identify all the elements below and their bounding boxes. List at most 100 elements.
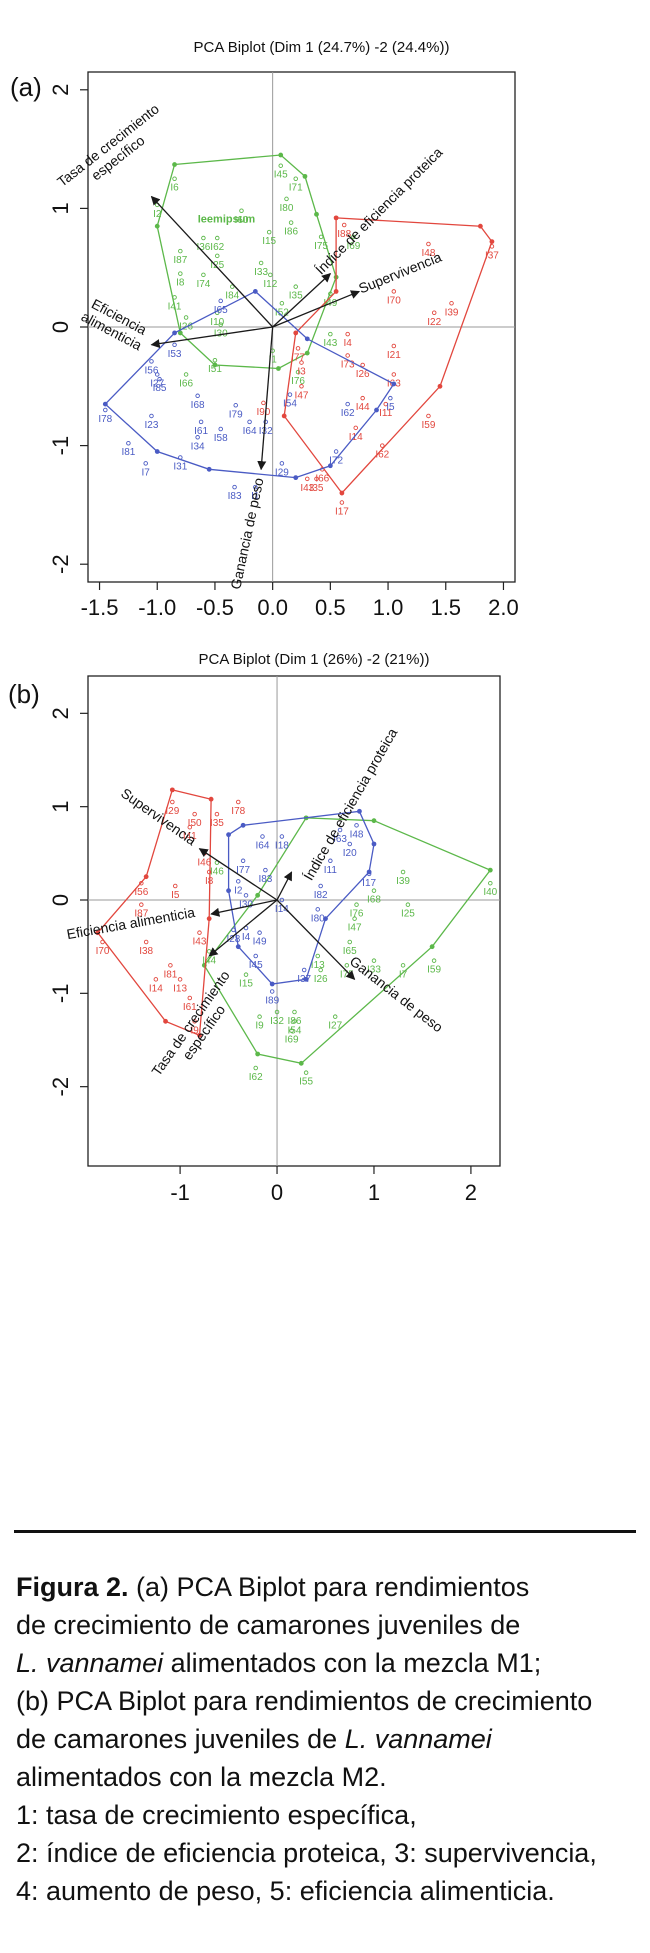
- data-point-green: [371, 958, 377, 963]
- data-point-red: [187, 995, 193, 1001]
- x-tick-label: 1: [368, 1180, 380, 1205]
- data-point-green: [288, 220, 294, 225]
- data-point-green: [206, 949, 212, 954]
- hull-vertex-blue: [102, 401, 108, 407]
- point-label-blue: I48: [350, 829, 364, 840]
- data-point-green: [183, 372, 189, 377]
- y-tick-label: 2: [48, 84, 73, 96]
- x-tick-label: -1.5: [81, 595, 119, 620]
- point-label-green: I76: [291, 376, 305, 387]
- point-label-red: I4: [343, 338, 352, 349]
- data-point-red: [100, 939, 105, 945]
- figure-canvas: PCA Biplot (Dim 1 (24.7%) -2 (24.4%)) (a)…: [8, 39, 519, 1205]
- data-point-blue: [240, 858, 246, 864]
- point-label-blue: I17: [362, 878, 376, 889]
- data-point-blue: [195, 393, 200, 399]
- loading-arrow: [276, 871, 293, 901]
- data-point-blue: [279, 461, 285, 466]
- point-label-blue: I80: [311, 913, 325, 924]
- data-point-blue: [279, 834, 285, 839]
- point-label-green: I43: [323, 338, 337, 349]
- loading-arrow: [272, 273, 332, 328]
- data-point-blue: [263, 867, 268, 873]
- chart-title: PCA Biplot (Dim 1 (24.7%) -2 (24.4%)): [194, 39, 450, 56]
- point-label-green: I55: [299, 1077, 313, 1088]
- data-point-blue: [333, 449, 339, 454]
- point-label-green: I65: [343, 946, 357, 957]
- arrow-label: Eficiencia alimenticia: [65, 904, 196, 942]
- point-label-red: I39: [445, 307, 459, 318]
- data-point-blue: [103, 407, 108, 413]
- point-label-green: I52: [275, 307, 289, 318]
- hull-vertex-blue: [226, 832, 231, 838]
- point-label-blue: I82: [314, 890, 328, 901]
- data-point-green: [253, 1065, 258, 1071]
- point-label-blue: I28: [226, 934, 240, 945]
- data-point-red: [299, 360, 304, 365]
- point-label-green: I13: [311, 960, 325, 971]
- data-point-red: [360, 362, 365, 368]
- data-point-blue: [388, 395, 393, 401]
- point-label-red: I50: [188, 818, 202, 829]
- data-point-red: [489, 244, 495, 249]
- point-label-green: I40: [483, 887, 497, 898]
- hull-vertex-red: [293, 330, 299, 336]
- data-point-red: [168, 963, 173, 968]
- data-point-red: [380, 443, 385, 448]
- point-label-blue: I77: [236, 865, 250, 876]
- data-point-green: [315, 953, 321, 959]
- data-point-green: [284, 196, 289, 202]
- caption-line-3: L. vannamei alimentados con la mezcla M1…: [16, 1648, 542, 1678]
- data-point-green: [371, 888, 377, 893]
- data-point-green: [318, 234, 324, 240]
- data-point-blue: [287, 392, 293, 397]
- point-label-red: I46: [197, 857, 211, 868]
- point-label-green: I46: [210, 867, 224, 878]
- hull-vertex-blue: [235, 944, 241, 950]
- data-point-blue: [318, 883, 323, 889]
- data-point-blue: [366, 871, 372, 877]
- data-point-red: [236, 799, 241, 805]
- data-point-green: [266, 229, 272, 235]
- data-point-green: [178, 271, 183, 276]
- hull-vertex-blue: [391, 381, 397, 387]
- hull-vertex-blue: [371, 841, 377, 847]
- point-label-red: I21: [387, 350, 401, 361]
- point-label-red: I14: [149, 983, 163, 994]
- point-label-blue: I83: [228, 491, 242, 502]
- data-point-blue: [347, 841, 352, 847]
- hull-vertex-green: [154, 223, 160, 229]
- hull-vertex-red: [477, 223, 483, 229]
- loading-arrow: [198, 848, 278, 901]
- point-label-blue: I7: [142, 467, 151, 478]
- point-label-red: I13: [173, 983, 187, 994]
- point-label-green: I33: [367, 965, 381, 976]
- hull-vertex-blue: [323, 916, 328, 922]
- loading-arrow: [272, 290, 361, 328]
- point-label-green: I86: [284, 227, 298, 238]
- hull-vertex-green: [172, 162, 177, 167]
- y-tick-label: -1: [48, 984, 73, 1004]
- data-point-red: [187, 824, 193, 830]
- data-point-blue: [218, 426, 223, 432]
- overlay-text: Ieemipsum: [198, 214, 256, 226]
- data-point-blue: [172, 342, 177, 348]
- point-label-green: I12: [263, 279, 277, 290]
- data-point-blue: [328, 858, 333, 864]
- data-point-blue: [154, 372, 160, 377]
- point-label-green: I75: [314, 241, 328, 252]
- point-label-green: I15: [239, 979, 253, 990]
- loading-arrow: [210, 899, 278, 917]
- point-label-green: I45: [274, 170, 288, 181]
- data-point-red: [153, 977, 159, 982]
- point-label-green: I15: [262, 236, 276, 247]
- point-label-blue: I78: [98, 414, 112, 425]
- data-point-red: [177, 977, 183, 982]
- data-point-blue: [354, 823, 359, 828]
- point-label-blue: I49: [253, 937, 267, 948]
- data-point-green: [400, 963, 406, 968]
- arrow-label-line: Eficiencia alimenticia: [65, 904, 196, 942]
- caption-figure-label: Figura 2.: [16, 1572, 129, 1602]
- point-label-blue: I72: [329, 456, 343, 467]
- data-point-green: [292, 1019, 297, 1024]
